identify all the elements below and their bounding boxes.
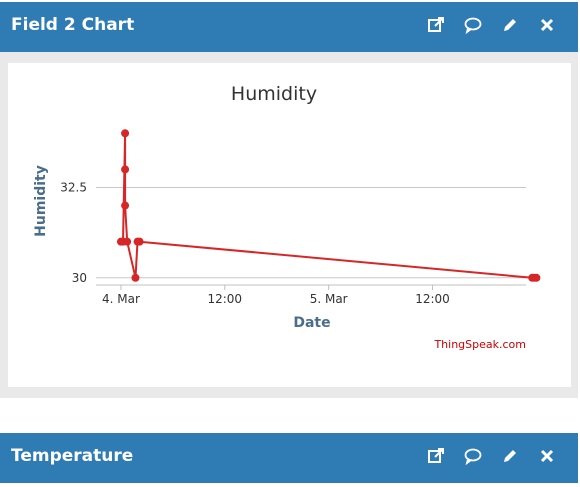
comment-icon[interactable]	[464, 16, 482, 34]
external-link-icon[interactable]	[427, 447, 445, 465]
panel-header: Field 2 Chart	[0, 2, 578, 52]
chart-title: Humidity	[231, 83, 317, 105]
x-axis-label: Date	[293, 315, 330, 331]
external-link-icon[interactable]	[427, 16, 445, 34]
humidity-chart: Humidity Humidity Date ThingSpeak.com 30…	[33, 83, 541, 351]
panel-tools	[427, 16, 556, 34]
pencil-icon[interactable]	[501, 447, 519, 465]
close-icon[interactable]	[538, 447, 556, 465]
data-point[interactable]	[131, 273, 140, 282]
comment-icon[interactable]	[464, 447, 482, 465]
data-point[interactable]	[121, 201, 130, 210]
panel-title: Field 2 Chart	[11, 15, 135, 35]
panel-body: Humidity Humidity Date ThingSpeak.com 30…	[0, 52, 578, 398]
close-icon[interactable]	[538, 16, 556, 34]
x-tick-label: 12:00	[415, 292, 450, 306]
panel-header: Temperature	[0, 433, 578, 483]
x-tick-label: 5. Mar	[310, 292, 348, 306]
series-humidity	[116, 129, 541, 282]
series-line	[120, 133, 537, 279]
x-tick-label: 4. Mar	[102, 292, 140, 306]
panel-tools	[427, 447, 556, 465]
data-point[interactable]	[121, 129, 130, 138]
y-axis-label: Humidity	[33, 165, 49, 237]
grid-lines	[96, 186, 526, 279]
y-tick-labels: 30 32.5	[60, 180, 87, 284]
y-tick-label: 32.5	[60, 180, 87, 194]
x-tick-labels: 4. Mar 12:00 5. Mar 12:00	[102, 285, 450, 306]
y-tick-label: 30	[72, 271, 87, 285]
data-point[interactable]	[121, 165, 130, 174]
pencil-icon[interactable]	[501, 16, 519, 34]
panel-title: Temperature	[11, 446, 134, 466]
x-tick-label: 12:00	[207, 292, 242, 306]
chart-container: Humidity Humidity Date ThingSpeak.com 30…	[8, 63, 571, 387]
thingspeak-credit[interactable]: ThingSpeak.com	[433, 338, 526, 351]
data-point[interactable]	[532, 273, 541, 282]
data-point[interactable]	[135, 237, 144, 246]
data-point[interactable]	[123, 237, 132, 246]
